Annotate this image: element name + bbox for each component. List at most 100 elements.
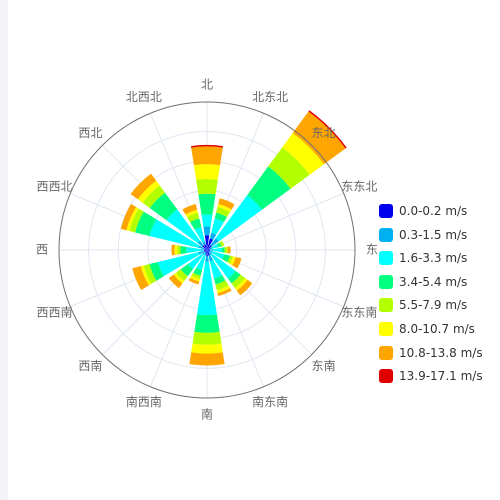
rose-bar-6-series-6[interactable] <box>236 279 253 296</box>
rose-bar-12-series-3[interactable] <box>180 245 187 255</box>
rose-bar-10-series-1[interactable] <box>202 251 206 255</box>
rose-bar-5-series-0[interactable] <box>207 250 210 252</box>
rose-bar-6-series-1[interactable] <box>208 251 212 255</box>
rose-bar-0-series-5[interactable] <box>193 164 221 180</box>
legend-item-6[interactable]: 10.8-13.8 m/s <box>379 345 497 361</box>
rose-bar-2-series-0[interactable] <box>207 245 212 250</box>
rose-bar-4-series-1[interactable] <box>209 249 213 251</box>
rose-bar-15-series-0[interactable] <box>203 244 207 250</box>
rose-bar-1-series-6[interactable] <box>218 198 235 210</box>
rose-bar-4-series-3[interactable] <box>221 247 225 253</box>
rose-bar-10-series-6[interactable] <box>168 274 183 289</box>
legend-item-7[interactable]: 13.9-17.1 m/s <box>379 368 497 384</box>
rose-bar-13-series-5[interactable] <box>126 206 139 232</box>
rose-bar-13-series-0[interactable] <box>204 248 207 250</box>
rose-bar-0-series-1[interactable] <box>203 226 211 236</box>
rose-bar-4-series-0[interactable] <box>207 249 210 251</box>
legend-item-1[interactable]: 0.3-1.5 m/s <box>379 227 497 243</box>
rose-bar-1-series-0[interactable] <box>207 238 214 250</box>
rose-bar-9-series-4[interactable] <box>191 272 201 279</box>
rose-bar-9-series-5[interactable] <box>190 275 200 282</box>
rose-bar-10-series-2[interactable] <box>187 253 204 270</box>
rose-bar-13-series-3[interactable] <box>135 211 157 236</box>
rose-bar-11-series-6[interactable] <box>132 266 149 290</box>
rose-bar-7-series-4[interactable] <box>215 280 229 291</box>
rose-bar-5-series-5[interactable] <box>229 256 236 266</box>
rose-bar-15-series-6[interactable] <box>182 203 198 215</box>
rose-bar-15-series-3[interactable] <box>190 218 202 230</box>
rose-bar-11-series-1[interactable] <box>198 250 205 255</box>
rose-bar-5-series-4[interactable] <box>227 255 233 264</box>
rose-bar-10-series-5[interactable] <box>173 272 185 284</box>
rose-bar-6-series-5[interactable] <box>234 277 248 291</box>
rose-bar-8-series-3[interactable] <box>194 314 220 333</box>
rose-bar-12-series-5[interactable] <box>174 245 178 255</box>
rose-bar-7-series-6[interactable] <box>217 287 232 297</box>
rose-bar-9-series-6[interactable] <box>188 277 200 285</box>
rose-bar-6-series-0[interactable] <box>207 250 210 253</box>
rose-bar-1-series-4[interactable] <box>216 206 231 218</box>
rose-bar-4-series-6[interactable] <box>227 246 231 254</box>
rose-bar-8-series-1[interactable] <box>205 255 209 262</box>
rose-bar-5-series-3[interactable] <box>222 254 231 263</box>
rose-bar-4-series-4[interactable] <box>224 246 228 254</box>
rose-bar-9-series-1[interactable] <box>203 252 207 256</box>
rose-bar-0-series-4[interactable] <box>196 178 218 195</box>
rose-bar-10-series-3[interactable] <box>180 263 194 277</box>
rose-bar-13-series-2[interactable] <box>149 219 200 248</box>
rose-bar-0-series-2[interactable] <box>201 214 213 227</box>
rose-bar-11-series-4[interactable] <box>143 264 157 284</box>
rose-bar-11-series-2[interactable] <box>158 252 200 277</box>
rose-bar-12-series-6[interactable] <box>171 244 175 256</box>
rose-bar-6-series-4[interactable] <box>231 274 246 289</box>
legend-item-4[interactable]: 5.5-7.9 m/s <box>379 297 497 313</box>
rose-bar-12-series-4[interactable] <box>177 245 181 255</box>
rose-bar-15-series-4[interactable] <box>187 212 200 223</box>
rose-bar-5-series-6[interactable] <box>232 257 242 269</box>
rose-bar-9-series-0[interactable] <box>205 250 207 253</box>
rose-bar-2-series-2[interactable] <box>215 195 262 242</box>
rose-bar-3-series-0[interactable] <box>207 248 210 250</box>
rose-bar-2-series-5[interactable] <box>282 132 325 175</box>
rose-bar-3-series-1[interactable] <box>209 246 213 250</box>
rose-bar-0-series-0[interactable] <box>204 235 210 250</box>
rose-bar-8-series-0[interactable] <box>206 250 208 256</box>
rose-bar-9-series-2[interactable] <box>196 255 206 271</box>
rose-bar-14-series-1[interactable] <box>197 240 204 247</box>
rose-bar-14-series-3[interactable] <box>149 192 178 221</box>
rose-bar-8-series-5[interactable] <box>191 343 223 354</box>
rose-bar-14-series-4[interactable] <box>142 185 166 209</box>
rose-bar-8-series-2[interactable] <box>197 261 217 316</box>
rose-bar-11-series-3[interactable] <box>149 261 164 281</box>
rose-bar-4-series-2[interactable] <box>212 247 222 253</box>
rose-bar-2-series-3[interactable] <box>247 166 291 210</box>
rose-bar-14-series-2[interactable] <box>166 209 201 244</box>
rose-bar-13-series-1[interactable] <box>198 245 205 250</box>
rose-bar-2-series-1[interactable] <box>210 238 219 247</box>
rose-bar-14-series-5[interactable] <box>137 180 160 203</box>
rose-bar-8-series-6[interactable] <box>189 352 225 366</box>
rose-bar-2-series-7[interactable] <box>308 110 347 149</box>
legend-item-0[interactable]: 0.0-0.2 m/s <box>379 203 497 219</box>
rose-bar-15-series-2[interactable] <box>194 226 205 243</box>
rose-bar-5-series-1[interactable] <box>209 250 213 254</box>
rose-bar-3-series-2[interactable] <box>212 243 219 249</box>
rose-bar-14-series-0[interactable] <box>202 245 207 250</box>
rose-bar-1-series-3[interactable] <box>214 212 227 223</box>
rose-bar-7-series-1[interactable] <box>208 255 214 262</box>
rose-bar-9-series-3[interactable] <box>193 267 203 276</box>
rose-bar-15-series-5[interactable] <box>185 209 198 218</box>
legend-item-3[interactable]: 3.4-5.4 m/s <box>379 274 497 290</box>
rose-bar-7-series-5[interactable] <box>216 285 231 294</box>
rose-bar-5-series-2[interactable] <box>212 251 225 260</box>
rose-bar-13-series-4[interactable] <box>129 208 144 233</box>
rose-bar-2-series-4[interactable] <box>268 147 310 189</box>
rose-bar-7-series-2[interactable] <box>209 260 223 279</box>
rose-bar-0-series-7[interactable] <box>190 144 224 148</box>
legend-item-5[interactable]: 8.0-10.7 m/s <box>379 321 497 337</box>
rose-bar-14-series-6[interactable] <box>130 173 157 200</box>
rose-bar-2-series-6[interactable] <box>292 111 346 165</box>
rose-bar-7-series-3[interactable] <box>214 275 226 285</box>
rose-bar-6-series-2[interactable] <box>210 253 236 279</box>
rose-bar-10-series-0[interactable] <box>204 250 207 253</box>
